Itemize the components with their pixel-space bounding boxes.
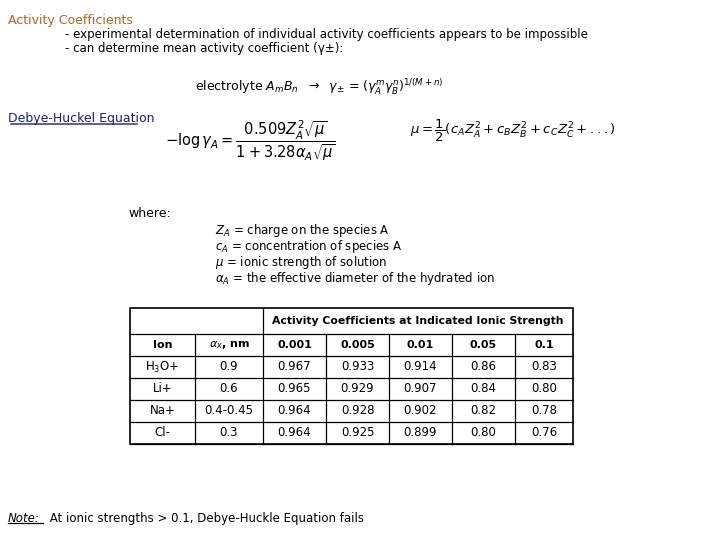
Text: 0.914: 0.914 bbox=[404, 361, 437, 374]
Text: 0.78: 0.78 bbox=[531, 404, 557, 417]
Text: 0.1: 0.1 bbox=[534, 340, 554, 350]
Text: 0.964: 0.964 bbox=[278, 427, 311, 440]
Text: - experimental determination of individual activity coefficients appears to be i: - experimental determination of individu… bbox=[65, 28, 588, 41]
Text: $\mu$ = ionic strength of solution: $\mu$ = ionic strength of solution bbox=[215, 254, 387, 271]
Text: $\mu = \dfrac{1}{2}(c_AZ_A^2 + c_BZ_B^2 + c_CZ_C^2 + ...)$: $\mu = \dfrac{1}{2}(c_AZ_A^2 + c_BZ_B^2 … bbox=[410, 118, 616, 144]
Text: 0.964: 0.964 bbox=[278, 404, 311, 417]
Text: 0.82: 0.82 bbox=[470, 404, 497, 417]
Text: 0.965: 0.965 bbox=[278, 382, 311, 395]
Text: 0.902: 0.902 bbox=[404, 404, 437, 417]
Text: $Z_A$ = charge on the species A: $Z_A$ = charge on the species A bbox=[215, 222, 390, 239]
Text: where:: where: bbox=[128, 207, 171, 220]
Text: 0.6: 0.6 bbox=[220, 382, 238, 395]
Text: 0.928: 0.928 bbox=[341, 404, 374, 417]
Text: 0.80: 0.80 bbox=[471, 427, 496, 440]
Text: $c_A$ = concentration of species A: $c_A$ = concentration of species A bbox=[215, 238, 402, 255]
Text: 0.907: 0.907 bbox=[404, 382, 437, 395]
Text: $\alpha_A$ = the effective diameter of the hydrated ion: $\alpha_A$ = the effective diameter of t… bbox=[215, 270, 495, 287]
Text: Debye-Huckel Equation: Debye-Huckel Equation bbox=[8, 112, 155, 125]
Text: 0.967: 0.967 bbox=[278, 361, 311, 374]
Text: Note:: Note: bbox=[8, 512, 40, 525]
Text: - can determine mean activity coefficient (γ±):: - can determine mean activity coefficien… bbox=[65, 42, 343, 55]
Text: 0.925: 0.925 bbox=[341, 427, 374, 440]
Text: 0.005: 0.005 bbox=[340, 340, 375, 350]
Text: 0.86: 0.86 bbox=[470, 361, 497, 374]
Text: 0.01: 0.01 bbox=[407, 340, 434, 350]
Text: Activity Coefficients at Indicated Ionic Strength: Activity Coefficients at Indicated Ionic… bbox=[272, 316, 564, 326]
Text: $\alpha_x$, nm: $\alpha_x$, nm bbox=[209, 339, 249, 351]
Text: 0.001: 0.001 bbox=[277, 340, 312, 350]
Text: 0.80: 0.80 bbox=[531, 382, 557, 395]
Bar bbox=[130, 308, 573, 444]
Text: 0.83: 0.83 bbox=[531, 361, 557, 374]
Text: Activity Coefficients: Activity Coefficients bbox=[8, 14, 133, 27]
Text: 0.05: 0.05 bbox=[470, 340, 497, 350]
Text: At ionic strengths > 0.1, Debye-Huckle Equation fails: At ionic strengths > 0.1, Debye-Huckle E… bbox=[46, 512, 364, 525]
Text: 0.933: 0.933 bbox=[341, 361, 374, 374]
Text: 0.9: 0.9 bbox=[220, 361, 238, 374]
Text: Ion: Ion bbox=[153, 340, 172, 350]
Text: $-\log\gamma_A = \dfrac{0.509Z_A^2\sqrt{\mu}}{1+3.28\alpha_A\sqrt{\mu}}$: $-\log\gamma_A = \dfrac{0.509Z_A^2\sqrt{… bbox=[165, 118, 336, 163]
Text: 0.929: 0.929 bbox=[341, 382, 374, 395]
Text: 0.84: 0.84 bbox=[470, 382, 497, 395]
Text: Na+: Na+ bbox=[150, 404, 176, 417]
Text: 0.3: 0.3 bbox=[220, 427, 238, 440]
Text: 0.4-0.45: 0.4-0.45 bbox=[204, 404, 253, 417]
Text: Li+: Li+ bbox=[153, 382, 172, 395]
Text: 0.76: 0.76 bbox=[531, 427, 557, 440]
Text: 0.899: 0.899 bbox=[404, 427, 437, 440]
Text: Cl-: Cl- bbox=[155, 427, 171, 440]
Text: electrolyte $A_mB_n$  $\rightarrow$  $\gamma_{\pm}$ = $(\gamma_A^m\gamma_B^n)^{1: electrolyte $A_mB_n$ $\rightarrow$ $\gam… bbox=[195, 78, 444, 97]
Text: H$_3$O+: H$_3$O+ bbox=[145, 360, 180, 375]
